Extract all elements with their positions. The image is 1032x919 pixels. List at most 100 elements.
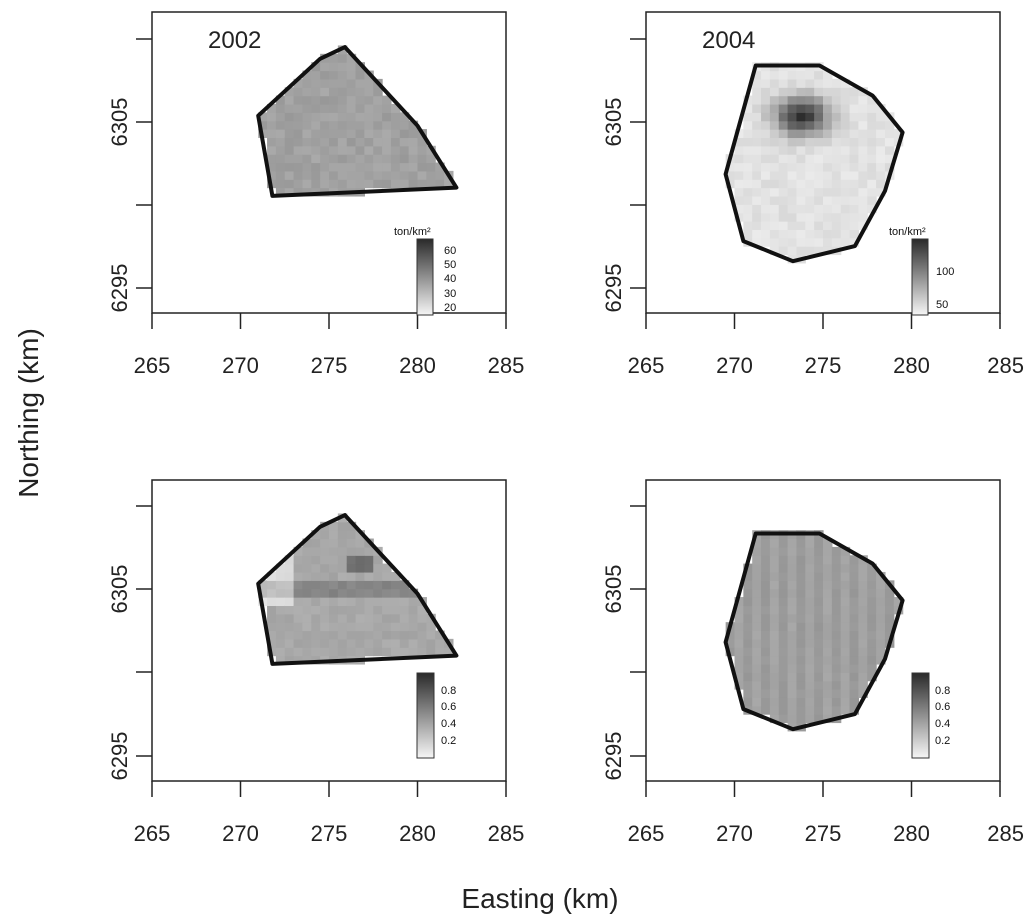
- heatmap-cell: [814, 647, 824, 657]
- heatmap-cell: [752, 78, 762, 88]
- heatmap-cell: [778, 145, 789, 155]
- heatmap-cell: [769, 705, 780, 715]
- heatmap-cell: [814, 246, 824, 256]
- heatmap-cell: [805, 613, 815, 623]
- heatmap-cell: [284, 154, 295, 164]
- heatmap-cell: [399, 179, 410, 189]
- heatmap-cell: [787, 622, 798, 632]
- x-tick-label: 285: [488, 353, 525, 378]
- heatmap-cell: [876, 145, 886, 155]
- heatmap-cell: [858, 120, 868, 130]
- heatmap-cell: [823, 613, 833, 623]
- heatmap-cell: [761, 622, 771, 632]
- heatmap-cell: [814, 212, 824, 222]
- heatmap-cell: [364, 129, 374, 139]
- heatmap-cell: [831, 195, 842, 205]
- heatmap-cell: [831, 647, 842, 657]
- heatmap-cell: [858, 663, 868, 673]
- heatmap-cell: [814, 672, 824, 682]
- heatmap-cell: [778, 597, 789, 607]
- heatmap-cell: [805, 630, 815, 640]
- heatmap-cell: [311, 62, 321, 72]
- heatmap-cell: [814, 663, 824, 673]
- heatmap-cell: [805, 546, 815, 556]
- heatmap-cell: [275, 655, 286, 665]
- heatmap-cell: [284, 630, 295, 640]
- heatmap-cell: [337, 647, 348, 657]
- heatmap-cell: [831, 663, 842, 673]
- heatmap-cell: [293, 622, 304, 632]
- heatmap-cell: [417, 170, 427, 180]
- heatmap-cell: [302, 120, 312, 130]
- legend-tick-label: 0.6: [441, 701, 456, 713]
- heatmap-cell: [867, 630, 877, 640]
- heatmap-cell: [390, 588, 401, 598]
- heatmap-cell: [867, 647, 877, 657]
- heatmap-cell: [346, 154, 357, 164]
- heatmap-cell: [293, 154, 304, 164]
- heatmap-cell: [337, 103, 348, 113]
- heatmap-cell: [796, 563, 806, 573]
- heatmap-cell: [320, 120, 330, 130]
- heatmap-cell: [823, 103, 833, 113]
- heatmap-cell: [778, 70, 789, 80]
- heatmap-cell: [814, 162, 824, 172]
- heatmap-cell: [426, 162, 436, 172]
- heatmap-cell: [752, 638, 762, 648]
- heatmap-cell: [796, 70, 806, 80]
- heatmap-cell: [337, 62, 348, 72]
- heatmap-cell: [787, 647, 798, 657]
- heatmap-cell: [426, 630, 436, 640]
- heatmap-cell: [399, 120, 410, 130]
- heatmap-cell: [876, 613, 886, 623]
- region-boundary: [256, 513, 459, 666]
- heatmap-cell: [761, 697, 771, 707]
- heatmap-cell: [787, 597, 798, 607]
- heatmap-cell: [743, 689, 753, 698]
- heatmap-cell: [752, 705, 762, 715]
- heatmap-cell: [311, 70, 321, 80]
- x-tick-label: 275: [805, 353, 842, 378]
- heatmap-cell: [337, 605, 348, 615]
- heatmap-cell: [787, 170, 798, 180]
- heatmap-cell: [876, 137, 886, 147]
- heatmap-cell: [778, 129, 789, 139]
- heatmap-cell: [267, 588, 277, 598]
- heatmap-cell: [761, 187, 771, 197]
- heatmap-cell: [778, 87, 789, 97]
- heatmap-cell: [382, 571, 392, 581]
- heatmap-cell: [805, 78, 815, 88]
- heatmap-cell: [778, 162, 789, 172]
- heatmap-cell: [858, 129, 868, 139]
- heatmap-cell: [769, 112, 780, 122]
- heatmap-cell: [796, 137, 806, 147]
- heatmap-cell: [761, 145, 771, 155]
- heatmap-cell: [275, 95, 286, 105]
- heatmap-cell: [267, 170, 277, 180]
- heatmap-cell: [805, 555, 815, 565]
- heatmap-cell: [320, 630, 330, 640]
- heatmap-cell: [752, 70, 762, 80]
- heatmap-cell: [390, 145, 401, 155]
- heatmap-cell: [858, 212, 868, 222]
- heatmap-cell: [849, 571, 859, 581]
- heatmap-cell: [302, 179, 312, 189]
- heatmap-cell: [329, 563, 339, 573]
- heatmap-cell: [346, 179, 357, 189]
- x-axis: 265 270 275 280 285: [134, 313, 525, 378]
- heatmap-cell: [408, 154, 419, 164]
- heatmap-cell: [805, 580, 815, 590]
- heatmap-cell: [796, 78, 806, 88]
- heatmap-cell: [734, 622, 744, 632]
- heatmap-cell: [893, 597, 904, 607]
- heatmap-cell: [814, 563, 824, 573]
- heatmap-cell: [346, 638, 357, 648]
- x-tick-label: 270: [222, 353, 259, 378]
- heatmap-cell: [814, 103, 824, 113]
- heatmap-cell: [787, 112, 798, 122]
- heatmap-cell: [364, 630, 374, 640]
- heatmap-cell: [275, 563, 286, 573]
- x-tick-label: 265: [628, 821, 665, 846]
- heatmap-cell: [734, 680, 744, 690]
- heatmap-cell: [337, 129, 348, 139]
